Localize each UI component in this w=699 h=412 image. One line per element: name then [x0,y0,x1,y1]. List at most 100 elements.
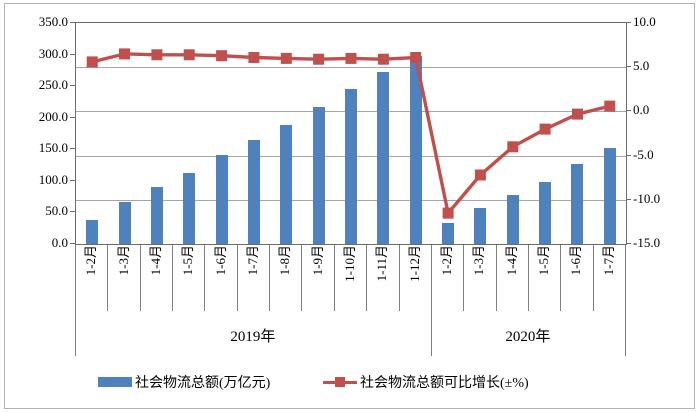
month-divider [495,245,497,311]
bar-1-4月 [506,195,519,244]
month-divider [204,245,206,311]
month-divider [301,245,303,311]
left-axis-tick-label: 250.0 [38,77,68,93]
data-point-marker [151,49,163,61]
legend-item-line-series: 社会物流总额可比增长(±%) [323,372,529,392]
data-point-marker [604,100,616,112]
month-label: 1-11月 [374,245,390,282]
plot-area [75,22,627,245]
month-label: 1-6月 [568,245,584,276]
left-axis-tick-label: 50.0 [45,203,68,219]
legend-item-bar-series: 社会物流总额(万亿元) [98,372,270,392]
line-series-swatch-icon [323,376,357,388]
month-label: 1-8月 [277,245,293,276]
data-point-marker [280,52,292,64]
month-divider [560,245,562,311]
data-point-marker [313,53,325,65]
month-divider [139,245,141,311]
month-label: 1-3月 [115,245,131,276]
bar-1-2月 [86,220,99,244]
bar-1-2月 [442,223,455,244]
left-tick-mark [70,116,75,118]
bar-1-3月 [118,202,131,244]
data-point-marker [442,207,454,219]
legend-label-bar-series: 社会物流总额(万亿元) [135,376,271,391]
bar-1-12月 [409,55,422,244]
month-divider [172,245,174,311]
year-divider [625,245,626,356]
bar-series-swatch-icon [98,377,132,387]
data-point-marker [410,52,422,63]
right-axis-tick-label: 0.0 [633,102,650,118]
bar-1-5月 [539,182,552,244]
month-label: 1-12月 [406,245,422,282]
month-label: 1-7月 [600,245,616,276]
data-point-marker [539,123,551,135]
month-label: 1-2月 [83,245,99,276]
left-tick-mark [70,211,75,213]
data-point-marker [345,52,357,64]
legend: 社会物流总额(万亿元) 社会物流总额可比增长(±%) [0,372,699,394]
right-tick-mark [626,154,631,156]
month-label: 1-6月 [212,245,228,276]
bar-1-7月 [603,148,616,244]
month-divider [107,245,109,311]
left-tick-mark [70,179,75,181]
month-label: 1-2月 [439,245,455,276]
month-label: 1-3月 [471,245,487,276]
month-label: 1-9月 [309,245,325,276]
right-tick-mark [626,243,631,244]
right-tick-mark [626,110,631,112]
bar-1-6月 [571,164,584,244]
bar-1-3月 [474,208,487,244]
left-axis-tick-label: 100.0 [38,171,68,187]
left-tick-mark [70,148,75,150]
data-point-marker [377,53,389,65]
right-axis-tick-label: -5.0 [633,146,654,162]
month-divider [592,245,594,311]
data-point-marker [119,48,130,60]
bar-1-7月 [247,139,260,244]
bar-1-11月 [377,71,390,244]
chart-frame [4,3,695,409]
gridline [76,67,626,69]
bar-1-8月 [280,124,293,244]
right-tick-mark [626,22,631,23]
left-tick-mark [70,53,75,55]
right-axis-tick-label: 5.0 [633,58,650,74]
growth-line [91,52,611,217]
square-marker-icon [335,377,345,387]
month-label: 1-4月 [503,245,519,276]
data-point-marker [216,50,228,62]
data-point-marker [248,52,260,63]
year-group-label: 2020年 [505,329,551,345]
bar-1-5月 [183,172,196,244]
legend-label-line-series: 社会物流总额可比增长(±%) [360,376,529,391]
month-divider [333,245,335,311]
left-axis-tick-label: 300.0 [38,45,68,61]
month-divider [236,245,238,311]
bar-1-4月 [150,187,163,244]
left-axis-tick-label: 0.0 [51,235,68,250]
left-tick-mark [70,243,75,244]
month-label: 1-5月 [180,245,196,276]
month-label: 1-10月 [342,245,357,282]
left-tick-mark [70,22,75,23]
month-label: 1-5月 [536,245,552,276]
right-tick-mark [626,198,631,200]
left-axis-tick-label: 200.0 [38,108,68,124]
month-divider [527,245,529,311]
month-divider [269,245,271,311]
left-tick-mark [70,85,75,87]
year-group-label: 2019年 [230,329,276,345]
left-axis-tick-label: 350.0 [38,14,68,29]
month-divider [366,245,368,311]
bar-1-10月 [345,88,357,244]
bar-1-9月 [312,106,325,244]
data-point-marker [474,169,486,181]
right-tick-mark [626,66,631,68]
left-axis-tick-label: 150.0 [38,140,68,156]
right-axis-tick-label: -10.0 [633,190,661,206]
right-axis-tick-label: -15.0 [633,235,661,250]
